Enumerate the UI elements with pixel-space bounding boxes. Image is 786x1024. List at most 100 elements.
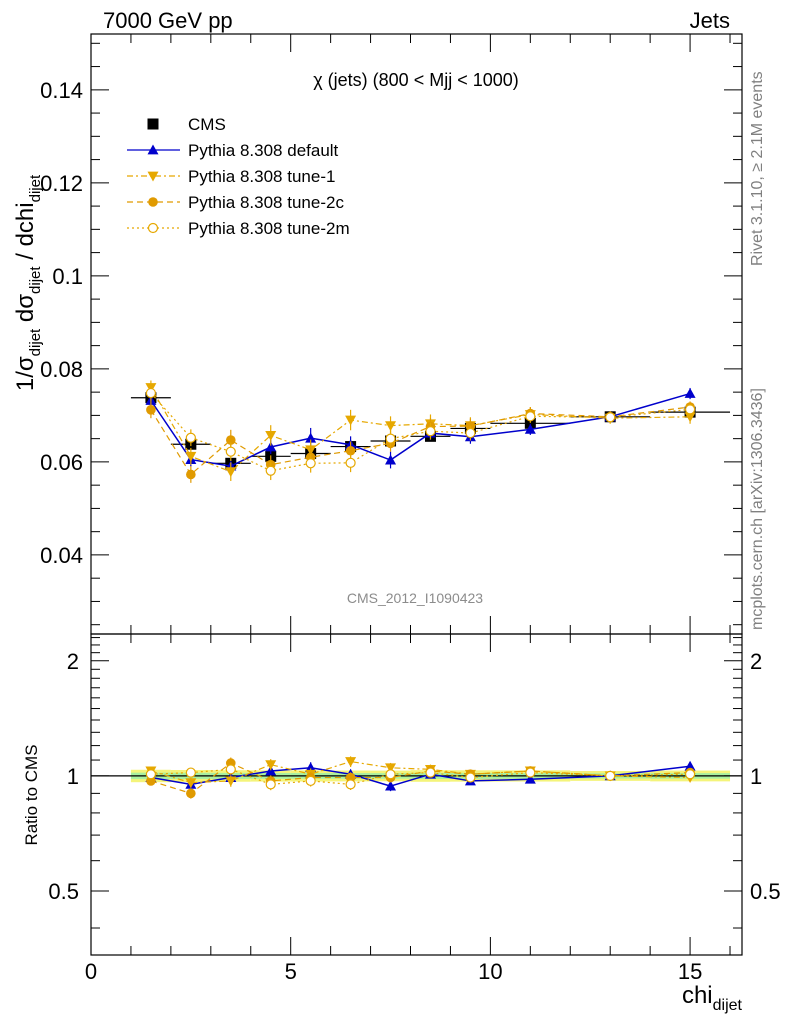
x-tick-label: 5 <box>285 959 297 984</box>
x-tick-label: 10 <box>478 959 502 984</box>
ratio-y-tick-label-right: 2 <box>750 649 762 674</box>
legend-label: Pythia 8.308 tune-1 <box>188 167 335 186</box>
data-point <box>225 467 237 478</box>
ratio-y-tick-label: 1 <box>67 764 79 789</box>
ratio-point <box>265 779 276 790</box>
legend-label: Pythia 8.308 default <box>188 141 339 160</box>
ratio-point <box>465 772 476 783</box>
data-point <box>605 412 616 423</box>
legend-marker <box>147 144 159 155</box>
ratio-y-tick-label: 0.5 <box>48 879 79 904</box>
x-tick-label: 15 <box>678 959 702 984</box>
ratio-point <box>385 763 397 774</box>
ratio-point <box>525 767 536 778</box>
ratio-line <box>150 762 691 795</box>
plot-title: χ (jets) (800 < Mjj < 1000) <box>313 70 519 90</box>
ratio-y-tick-label-right: 1 <box>750 764 762 789</box>
ratio-point <box>425 767 436 778</box>
data-point <box>684 388 696 398</box>
x-tick-labels: 0 5 10 15 <box>85 959 702 984</box>
rivet-version-label: Rivet 3.1.10, ≥ 2.1M events <box>749 71 766 266</box>
ratio-point <box>185 767 196 778</box>
ratio-point <box>265 765 277 776</box>
ratio-point <box>684 769 696 780</box>
x-axis-title: chidijet <box>682 982 743 1014</box>
series-line <box>150 392 691 472</box>
data-point <box>265 441 277 452</box>
ratio-panel-frame <box>90 633 743 956</box>
ratio-point <box>345 757 357 768</box>
ratio-line <box>150 760 691 784</box>
series-line <box>150 406 691 476</box>
ratio-point <box>186 788 196 799</box>
ratio-y-tick-label-right: 0.5 <box>750 879 781 904</box>
y-tick-label: 0.06 <box>40 450 83 475</box>
ratio-panel-series <box>145 756 696 799</box>
series-line <box>150 392 691 467</box>
main-panel-ticks: 0.04 0.06 0.08 0.1 0.12 0.14 <box>40 34 742 634</box>
y-tick-label: 0.1 <box>52 264 83 289</box>
data-point <box>524 423 536 434</box>
y-tick-label: 0.14 <box>40 78 83 103</box>
ratio-point <box>145 769 157 780</box>
legend-marker <box>147 118 159 130</box>
y-tick-label: 0.08 <box>40 357 83 382</box>
ratio-point <box>225 764 236 775</box>
y-tick-label: 0.04 <box>40 543 83 568</box>
ratio-point <box>265 760 277 771</box>
data-point <box>345 457 356 468</box>
data-point <box>305 432 317 443</box>
data-point <box>225 435 236 445</box>
data-point <box>186 469 196 480</box>
ratio-y-tick-label: 2 <box>67 649 79 674</box>
mcplots-site-label: mcplots.cern.ch [arXiv:1306.3436] <box>749 388 766 630</box>
data-point <box>684 412 696 423</box>
ratio-point <box>305 775 316 787</box>
legend-label: Pythia 8.308 tune-2c <box>188 193 344 212</box>
series-line <box>150 387 691 473</box>
legend-label: CMS <box>188 115 226 134</box>
ratio-panel-ticks: 0.5 0.5 1 1 2 2 <box>48 634 781 955</box>
ratio-point <box>524 773 536 784</box>
data-point <box>305 458 316 469</box>
ratio-point <box>225 776 237 787</box>
legend-marker <box>148 197 158 207</box>
data-point <box>465 427 476 439</box>
ratio-series-pythia-8-308-tune-2m <box>145 764 696 791</box>
ratio-point <box>605 770 616 781</box>
data-point <box>684 404 696 415</box>
data-point <box>265 430 277 441</box>
energy-label: 7000 GeV pp <box>103 8 233 33</box>
series-pythia-8-308-tune-2m <box>145 384 696 481</box>
y-tick-label: 0.12 <box>40 171 83 196</box>
data-point <box>345 415 357 426</box>
main-panel-series <box>130 380 731 483</box>
data-point <box>145 387 157 399</box>
data-point <box>185 432 196 443</box>
data-point <box>524 417 536 429</box>
x-tick-label: 0 <box>85 959 97 984</box>
ratio-point <box>185 778 197 789</box>
ratio-point <box>305 762 317 773</box>
data-point <box>225 446 236 457</box>
data-point <box>385 454 397 465</box>
data-point <box>525 411 536 422</box>
ratio-point <box>385 780 397 791</box>
legend-label: Pythia 8.308 tune-2m <box>188 219 350 238</box>
legend-marker <box>147 222 159 234</box>
ratio-point <box>684 760 696 771</box>
ratio-point <box>385 769 396 780</box>
data-point <box>425 426 436 437</box>
category-label: Jets <box>690 8 730 33</box>
ratio-line <box>150 765 691 787</box>
data-point <box>185 451 197 462</box>
legend-marker <box>147 171 159 182</box>
data-point <box>265 465 276 476</box>
ratio-y-axis-title: Ratio to CMS <box>22 744 41 845</box>
ratio-point <box>345 779 356 790</box>
data-point <box>385 433 396 444</box>
analysis-watermark: CMS_2012_I1090423 <box>347 590 483 606</box>
data-point <box>345 445 356 456</box>
data-point <box>385 421 397 432</box>
